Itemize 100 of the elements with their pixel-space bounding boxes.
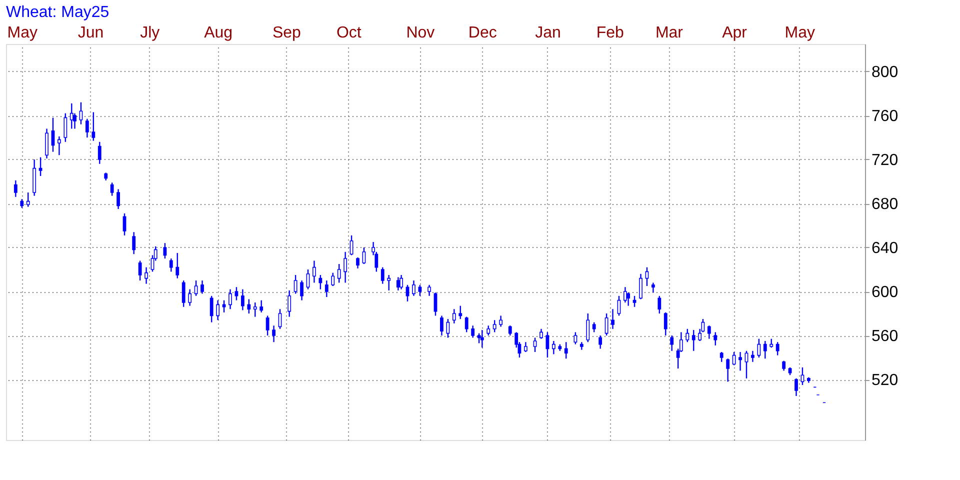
candlestick [440, 315, 444, 336]
candlestick [14, 180, 18, 198]
candlestick [253, 302, 257, 318]
candlestick [216, 300, 220, 321]
x-tick-label: Oct [336, 24, 362, 42]
candlestick [564, 342, 568, 360]
candlestick [26, 192, 30, 208]
candlestick [362, 246, 366, 265]
candlestick [452, 308, 456, 324]
candlestick [210, 295, 214, 323]
candlestick [38, 156, 42, 177]
candlestick [70, 102, 74, 130]
candlestick [744, 350, 748, 379]
candlestick [188, 288, 192, 306]
candlestick [169, 258, 173, 272]
y-tick-label: 640 [872, 240, 898, 257]
candlestick [163, 242, 167, 260]
candlestick [524, 342, 528, 353]
y-tick-label: 760 [872, 108, 898, 125]
candlestick [406, 284, 410, 302]
candlestick [64, 112, 68, 142]
x-tick-label: Mar [655, 24, 684, 42]
candlestick [751, 350, 754, 362]
candlestick [598, 334, 602, 350]
candlestick [464, 316, 468, 333]
candlestick [324, 280, 328, 298]
candlestick [92, 112, 96, 142]
candlestick [499, 315, 503, 328]
x-tick-label: May [7, 24, 38, 42]
candlestick [664, 312, 668, 336]
x-tick-label: Aug [204, 24, 233, 42]
candlestick [480, 329, 484, 348]
candlestick [692, 329, 696, 352]
y-tick-label: 800 [872, 64, 898, 81]
x-tick-label: Dec [468, 24, 497, 42]
candlestick [344, 251, 348, 284]
candlestick [720, 351, 724, 362]
x-tick-label: Apr [722, 24, 748, 42]
candlestick [318, 274, 322, 290]
x-tick-label: Sep [272, 24, 302, 42]
candlestick [331, 272, 335, 287]
candlestick [138, 260, 142, 282]
candlestick [288, 290, 292, 318]
candlestick [110, 182, 114, 196]
candlestick [337, 263, 341, 284]
candlestick [800, 366, 804, 386]
candlestick [592, 322, 596, 333]
candlestick [294, 274, 298, 294]
candlestick [260, 300, 264, 313]
candlestick [85, 118, 89, 138]
candlestick [45, 128, 48, 159]
candlestick [144, 266, 148, 284]
candlestick [176, 252, 180, 279]
candlestick [670, 334, 674, 352]
candlestick [586, 312, 590, 343]
candlestick [182, 280, 186, 308]
candlestick [266, 315, 270, 336]
candlestick [300, 280, 304, 301]
candlestick [312, 260, 316, 284]
candlestick [574, 332, 578, 345]
candlestick [132, 232, 136, 255]
candlestick [79, 102, 83, 125]
candlestick [639, 273, 642, 300]
candlestick [446, 318, 450, 338]
candlestick [492, 320, 496, 333]
candlestick [58, 136, 61, 156]
x-tick-label: May [784, 24, 815, 42]
candlestick [272, 325, 276, 343]
candlestick [116, 188, 120, 210]
candlestick [471, 325, 475, 338]
candlestick [477, 332, 481, 344]
candlestick [458, 305, 462, 320]
chart-title: Wheat: May25 [6, 4, 110, 21]
candlestick [794, 378, 798, 397]
candlestick [763, 340, 767, 360]
candlestick [387, 274, 391, 291]
candlestick [98, 141, 102, 164]
candlestick [624, 286, 627, 304]
candlestick [380, 266, 384, 284]
candlestick [757, 338, 761, 358]
candlestick [240, 288, 244, 311]
y-tick-label: 600 [872, 284, 898, 301]
candlestick [396, 276, 400, 291]
candlestick [356, 256, 360, 269]
candlestick [486, 325, 490, 336]
candlestick [707, 325, 711, 340]
candlestick [782, 360, 786, 372]
candlestick [533, 337, 537, 353]
candlestick [228, 288, 232, 310]
candlestick [418, 284, 422, 296]
x-tick-label: Nov [406, 24, 435, 42]
candlestick [651, 282, 655, 294]
y-tick-label: 680 [872, 196, 898, 213]
candlestick [776, 342, 780, 356]
candlestick [540, 328, 543, 340]
x-tick-label: Jun [78, 24, 104, 42]
candlestick [726, 358, 730, 382]
y-tick-label: 560 [872, 328, 898, 345]
x-tick-label: Feb [596, 24, 624, 42]
y-tick-label: 520 [872, 372, 898, 389]
